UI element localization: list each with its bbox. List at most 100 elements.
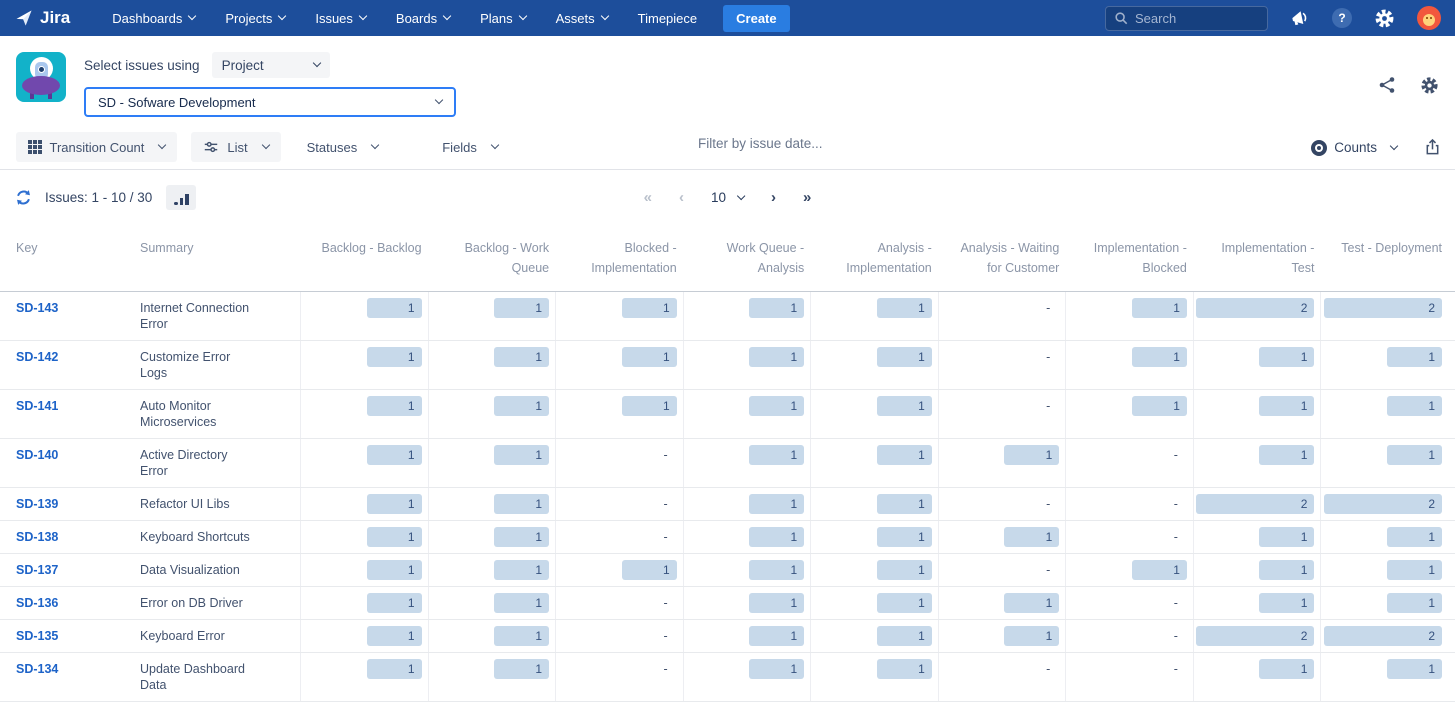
column-header[interactable]: Backlog - Work Queue bbox=[464, 241, 550, 275]
fields-label: Fields bbox=[442, 139, 477, 155]
issue-summary: Refactor UI Libs bbox=[140, 497, 230, 511]
transition-count-pill: 1 bbox=[366, 298, 422, 318]
count-cell-empty: - bbox=[937, 488, 1066, 520]
transition-count-pill: 1 bbox=[1259, 396, 1315, 416]
transition-count-pill: 1 bbox=[749, 659, 805, 679]
page-size-value: 10 bbox=[710, 190, 727, 205]
issue-key-link[interactable]: SD-139 bbox=[16, 497, 59, 511]
count-cell: 1 bbox=[1320, 587, 1448, 619]
table-row: SD-141 Auto Monitor Microservices 1 1 1 1 1 - 1 1… bbox=[0, 390, 1455, 439]
first-page-button[interactable]: « bbox=[643, 189, 652, 206]
transition-count-pill: 1 bbox=[876, 298, 932, 318]
count-cell: 2 bbox=[1192, 292, 1321, 340]
list-view-button[interactable]: List bbox=[191, 132, 281, 162]
nav-item-plans[interactable]: Plans bbox=[480, 11, 527, 26]
last-page-button[interactable]: » bbox=[803, 189, 812, 206]
empty-count: - bbox=[1046, 301, 1051, 315]
column-header[interactable]: Test - Deployment bbox=[1341, 241, 1442, 255]
issue-key-link[interactable]: SD-137 bbox=[16, 563, 59, 577]
count-cell: 2 bbox=[1192, 488, 1321, 520]
transition-count-pill: 1 bbox=[494, 659, 550, 679]
project-select[interactable]: SD - Sofware Development bbox=[84, 87, 456, 117]
prev-page-button[interactable]: ‹ bbox=[678, 189, 684, 206]
count-cell-empty: - bbox=[1065, 587, 1193, 619]
settings-gear-icon[interactable] bbox=[1374, 8, 1395, 29]
empty-count: - bbox=[1046, 563, 1051, 577]
count-cell: 1 bbox=[300, 292, 428, 340]
counts-dropdown[interactable]: Counts bbox=[1311, 125, 1399, 170]
issue-source-select[interactable]: Project bbox=[211, 52, 330, 78]
transition-count-pill: 1 bbox=[1004, 527, 1060, 547]
issue-key-link[interactable]: SD-142 bbox=[16, 350, 59, 364]
column-header[interactable]: Work Queue - Analysis bbox=[726, 241, 805, 275]
empty-count: - bbox=[663, 629, 668, 643]
nav-item-dashboards[interactable]: Dashboards bbox=[112, 11, 197, 26]
column-header[interactable]: Backlog - Backlog bbox=[321, 241, 422, 255]
chevron-down-icon bbox=[600, 11, 609, 21]
chevron-down-icon bbox=[278, 11, 287, 21]
issue-key-link[interactable]: SD-141 bbox=[16, 399, 59, 413]
transition-count-pill: 1 bbox=[1387, 659, 1442, 679]
empty-count: - bbox=[1173, 448, 1178, 462]
jira-home-link[interactable]: Jira bbox=[14, 8, 70, 28]
statuses-button[interactable]: Statuses bbox=[295, 132, 391, 162]
nav-item-timepiece[interactable]: Timepiece bbox=[638, 11, 697, 26]
table-row: SD-136 Error on DB Driver 1 1 - 1 1 1 - 1 1 bbox=[0, 587, 1455, 620]
column-header[interactable]: Implementation - Blocked bbox=[1093, 241, 1187, 275]
count-cell: 1 bbox=[427, 554, 556, 586]
issue-key-link[interactable]: SD-138 bbox=[16, 530, 59, 544]
issue-summary: Data Visualization bbox=[140, 563, 240, 577]
help-icon[interactable]: ? bbox=[1332, 8, 1352, 28]
column-header-summary[interactable]: Summary bbox=[140, 241, 194, 255]
column-header[interactable]: Analysis - Implementation bbox=[846, 241, 932, 275]
column-header[interactable]: Blocked - Implementation bbox=[591, 241, 677, 275]
issue-key-link[interactable]: SD-135 bbox=[16, 629, 59, 643]
fields-button[interactable]: Fields bbox=[430, 132, 510, 162]
count-cell: 1 bbox=[555, 390, 683, 438]
transition-count-pill: 1 bbox=[1387, 560, 1442, 580]
page-size-select[interactable]: 10 bbox=[710, 190, 746, 205]
issue-key-link[interactable]: SD-143 bbox=[16, 301, 59, 315]
transition-count-pill: 1 bbox=[366, 445, 422, 465]
refresh-icon[interactable] bbox=[14, 188, 33, 207]
next-page-button[interactable]: › bbox=[771, 189, 777, 206]
transition-count-pill: 1 bbox=[1387, 527, 1442, 547]
count-cell: 1 bbox=[1065, 390, 1193, 438]
search-box[interactable] bbox=[1105, 5, 1268, 31]
count-cell-empty: - bbox=[555, 587, 683, 619]
transition-count-pill: 1 bbox=[1131, 396, 1187, 416]
transition-count-pill: 1 bbox=[494, 347, 550, 367]
issue-date-filter-input[interactable] bbox=[698, 136, 928, 151]
nav-item-boards[interactable]: Boards bbox=[396, 11, 452, 26]
gadget-settings-icon[interactable] bbox=[1420, 76, 1439, 100]
issue-summary: Customize Error Logs bbox=[140, 350, 231, 380]
column-header[interactable]: Analysis - Waiting for Customer bbox=[960, 241, 1060, 275]
empty-count: - bbox=[1046, 350, 1051, 364]
issue-key-link[interactable]: SD-136 bbox=[16, 596, 59, 610]
count-cell: 1 bbox=[427, 587, 556, 619]
search-input[interactable] bbox=[1135, 10, 1245, 26]
transition-count-pill: 1 bbox=[876, 626, 932, 646]
count-cell: 2 bbox=[1320, 292, 1448, 340]
nav-item-label: Projects bbox=[225, 10, 273, 26]
create-button[interactable]: Create bbox=[723, 4, 790, 32]
count-cell: 1 bbox=[427, 521, 556, 553]
user-avatar[interactable] bbox=[1417, 6, 1441, 30]
nav-item-projects[interactable]: Projects bbox=[225, 10, 287, 26]
transition-count-pill: 1 bbox=[876, 560, 932, 580]
export-icon[interactable] bbox=[1424, 138, 1441, 161]
bar-chart-toggle-button[interactable] bbox=[166, 185, 197, 210]
column-header-key[interactable]: Key bbox=[16, 241, 38, 255]
issue-key-link[interactable]: SD-134 bbox=[16, 662, 59, 676]
issue-summary: Active Directory Error bbox=[140, 448, 228, 478]
pagination: « ‹ 10 › » bbox=[644, 189, 812, 206]
nav-item-assets[interactable]: Assets bbox=[556, 11, 609, 26]
announcements-icon[interactable] bbox=[1290, 8, 1310, 28]
column-header[interactable]: Implementation - Test bbox=[1221, 241, 1315, 275]
share-icon[interactable] bbox=[1378, 76, 1396, 100]
nav-item-issues[interactable]: Issues bbox=[315, 11, 368, 26]
empty-count: - bbox=[1173, 497, 1178, 511]
transition-count-button[interactable]: Transition Count bbox=[16, 132, 178, 162]
issue-key-link[interactable]: SD-140 bbox=[16, 448, 59, 462]
ufo-app-icon bbox=[16, 52, 66, 102]
